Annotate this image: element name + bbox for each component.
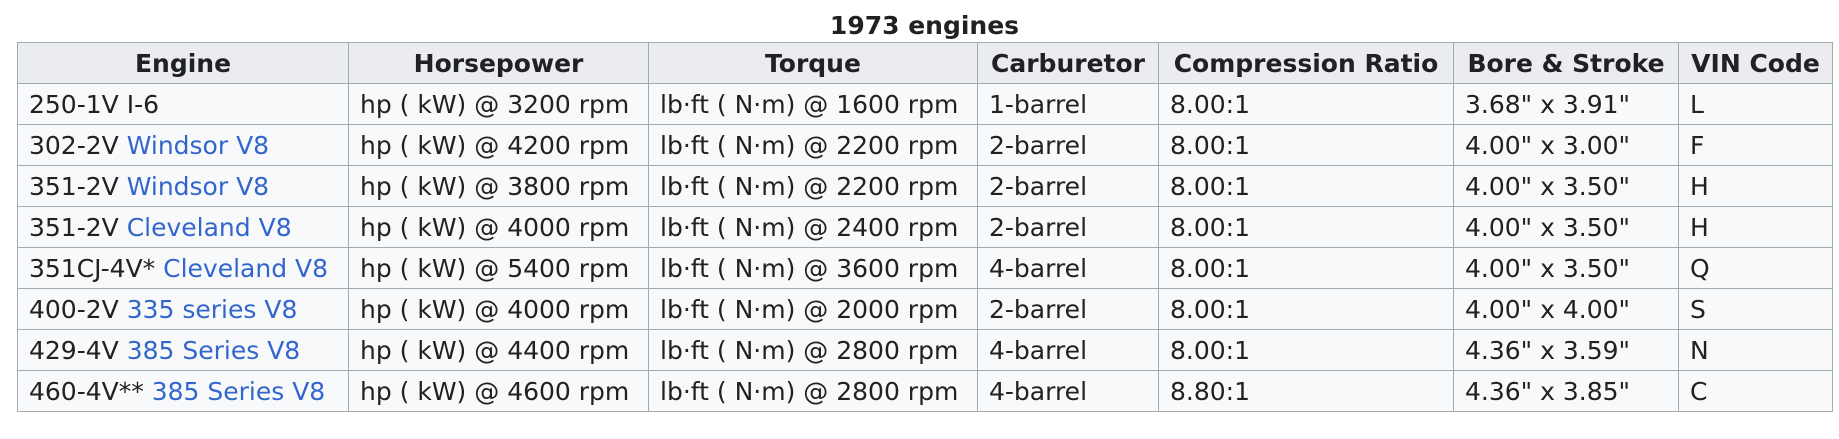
compression-ratio-cell: 8.00:1 bbox=[1158, 329, 1454, 371]
vin-code-cell: H bbox=[1678, 206, 1833, 248]
bore-stroke-cell: 4.36" x 3.85" bbox=[1453, 370, 1679, 412]
table-row: 400-2V 335 series V8 hp ( kW) @ 4000 rpm l… bbox=[17, 288, 1833, 330]
engine-name: 302-2V bbox=[29, 130, 127, 160]
table-row: 351-2V Cleveland V8 hp ( kW) @ 4000 rpm lb… bbox=[17, 206, 1833, 248]
engine-name: 429-4V bbox=[29, 335, 127, 365]
torque-cell: lb·ft ( N·m) @ 3600 rpm bbox=[648, 247, 978, 289]
bore-stroke-cell: 4.36" x 3.59" bbox=[1453, 329, 1679, 371]
engine-cell: 351-2V Windsor V8 bbox=[17, 165, 349, 207]
bore-stroke-cell: 4.00" x 3.50" bbox=[1453, 206, 1679, 248]
compression-ratio-cell: 8.00:1 bbox=[1158, 247, 1454, 289]
column-header-horsepower: Horsepower bbox=[348, 42, 649, 84]
bore-stroke-cell: 4.00" x 3.50" bbox=[1453, 247, 1679, 289]
engine-cell: 250-1V I-6 bbox=[17, 83, 349, 125]
engine-family-link[interactable]: 385 Series V8 bbox=[151, 376, 326, 406]
carburetor-cell: 4-barrel bbox=[977, 370, 1159, 412]
engine-name: 351CJ-4V* bbox=[29, 253, 164, 283]
engine-cell: 351CJ-4V* Cleveland V8 bbox=[17, 247, 349, 289]
horsepower-cell: hp ( kW) @ 3800 rpm bbox=[348, 165, 649, 207]
table-row: 351-2V Windsor V8 hp ( kW) @ 3800 rpm lb·f… bbox=[17, 165, 1833, 207]
torque-cell: lb·ft ( N·m) @ 2800 rpm bbox=[648, 370, 978, 412]
engine-name: 351-2V bbox=[29, 171, 127, 201]
table-row: 429-4V 385 Series V8 hp ( kW) @ 4400 rpm l… bbox=[17, 329, 1833, 371]
vin-code-cell: L bbox=[1678, 83, 1833, 125]
engine-cell: 302-2V Windsor V8 bbox=[17, 124, 349, 166]
table-caption: 1973 engines bbox=[829, 11, 1020, 40]
carburetor-cell: 1-barrel bbox=[977, 83, 1159, 125]
carburetor-cell: 2-barrel bbox=[977, 124, 1159, 166]
horsepower-cell: hp ( kW) @ 4400 rpm bbox=[348, 329, 649, 371]
bore-stroke-cell: 4.00" x 3.50" bbox=[1453, 165, 1679, 207]
vin-code-cell: F bbox=[1678, 124, 1833, 166]
vin-code-cell: C bbox=[1678, 370, 1833, 412]
torque-cell: lb·ft ( N·m) @ 1600 rpm bbox=[648, 83, 978, 125]
vin-code-cell: Q bbox=[1678, 247, 1833, 289]
vin-code-cell: N bbox=[1678, 329, 1833, 371]
engine-name: 400-2V bbox=[29, 294, 127, 324]
engine-family-link[interactable]: Windsor V8 bbox=[126, 130, 270, 160]
table-body: 250-1V I-6 hp ( kW) @ 3200 rpm lb·ft ( N·m… bbox=[17, 83, 1833, 412]
horsepower-cell: hp ( kW) @ 5400 rpm bbox=[348, 247, 649, 289]
compression-ratio-cell: 8.00:1 bbox=[1158, 83, 1454, 125]
torque-cell: lb·ft ( N·m) @ 2200 rpm bbox=[648, 124, 978, 166]
engine-cell: 351-2V Cleveland V8 bbox=[17, 206, 349, 248]
engine-name: 460-4V** bbox=[29, 376, 152, 406]
bore-stroke-cell: 4.00" x 4.00" bbox=[1453, 288, 1679, 330]
torque-cell: lb·ft ( N·m) @ 2200 rpm bbox=[648, 165, 978, 207]
engines-table: Engine Horsepower Torque Carburetor Comp… bbox=[17, 42, 1833, 412]
engine-cell: 429-4V 385 Series V8 bbox=[17, 329, 349, 371]
column-header-torque: Torque bbox=[648, 42, 978, 84]
carburetor-cell: 2-barrel bbox=[977, 288, 1159, 330]
engines-table-container: 1973 engines Engine Horsepower Torque Ca… bbox=[17, 10, 1833, 412]
compression-ratio-cell: 8.80:1 bbox=[1158, 370, 1454, 412]
engine-family-link[interactable]: Cleveland V8 bbox=[163, 253, 329, 283]
bore-stroke-cell: 3.68" x 3.91" bbox=[1453, 83, 1679, 125]
table-row: 351CJ-4V* Cleveland V8 hp ( kW) @ 5400 rp… bbox=[17, 247, 1833, 289]
table-row: 302-2V Windsor V8 hp ( kW) @ 4200 rpm lb·f… bbox=[17, 124, 1833, 166]
compression-ratio-cell: 8.00:1 bbox=[1158, 288, 1454, 330]
compression-ratio-cell: 8.00:1 bbox=[1158, 124, 1454, 166]
table-row: 460-4V** 385 Series V8 hp ( kW) @ 4600 rp… bbox=[17, 370, 1833, 412]
carburetor-cell: 4-barrel bbox=[977, 247, 1159, 289]
column-header-bore-stroke: Bore & Stroke bbox=[1453, 42, 1679, 84]
engine-cell: 460-4V** 385 Series V8 bbox=[17, 370, 349, 412]
engine-name: 250-1V I-6 bbox=[29, 89, 159, 119]
compression-ratio-cell: 8.00:1 bbox=[1158, 165, 1454, 207]
torque-cell: lb·ft ( N·m) @ 2400 rpm bbox=[648, 206, 978, 248]
horsepower-cell: hp ( kW) @ 4600 rpm bbox=[348, 370, 649, 412]
engine-family-link[interactable]: 385 Series V8 bbox=[126, 335, 301, 365]
column-header-carburetor: Carburetor bbox=[977, 42, 1159, 84]
engine-family-link[interactable]: 335 series V8 bbox=[126, 294, 298, 324]
engine-name: 351-2V bbox=[29, 212, 127, 242]
carburetor-cell: 2-barrel bbox=[977, 206, 1159, 248]
bore-stroke-cell: 4.00" x 3.00" bbox=[1453, 124, 1679, 166]
column-header-compression-ratio: Compression Ratio bbox=[1158, 42, 1454, 84]
engine-family-link[interactable]: Cleveland V8 bbox=[126, 212, 292, 242]
table-row: 250-1V I-6 hp ( kW) @ 3200 rpm lb·ft ( N·m… bbox=[17, 83, 1833, 125]
vin-code-cell: S bbox=[1678, 288, 1833, 330]
torque-cell: lb·ft ( N·m) @ 2800 rpm bbox=[648, 329, 978, 371]
horsepower-cell: hp ( kW) @ 4000 rpm bbox=[348, 288, 649, 330]
carburetor-cell: 2-barrel bbox=[977, 165, 1159, 207]
horsepower-cell: hp ( kW) @ 3200 rpm bbox=[348, 83, 649, 125]
carburetor-cell: 4-barrel bbox=[977, 329, 1159, 371]
engine-cell: 400-2V 335 series V8 bbox=[17, 288, 349, 330]
horsepower-cell: hp ( kW) @ 4200 rpm bbox=[348, 124, 649, 166]
torque-cell: lb·ft ( N·m) @ 2000 rpm bbox=[648, 288, 978, 330]
header-row: Engine Horsepower Torque Carburetor Comp… bbox=[17, 42, 1833, 84]
column-header-vin-code: VIN Code bbox=[1678, 42, 1833, 84]
column-header-engine: Engine bbox=[17, 42, 349, 84]
horsepower-cell: hp ( kW) @ 4000 rpm bbox=[348, 206, 649, 248]
compression-ratio-cell: 8.00:1 bbox=[1158, 206, 1454, 248]
engine-family-link[interactable]: Windsor V8 bbox=[126, 171, 270, 201]
vin-code-cell: H bbox=[1678, 165, 1833, 207]
